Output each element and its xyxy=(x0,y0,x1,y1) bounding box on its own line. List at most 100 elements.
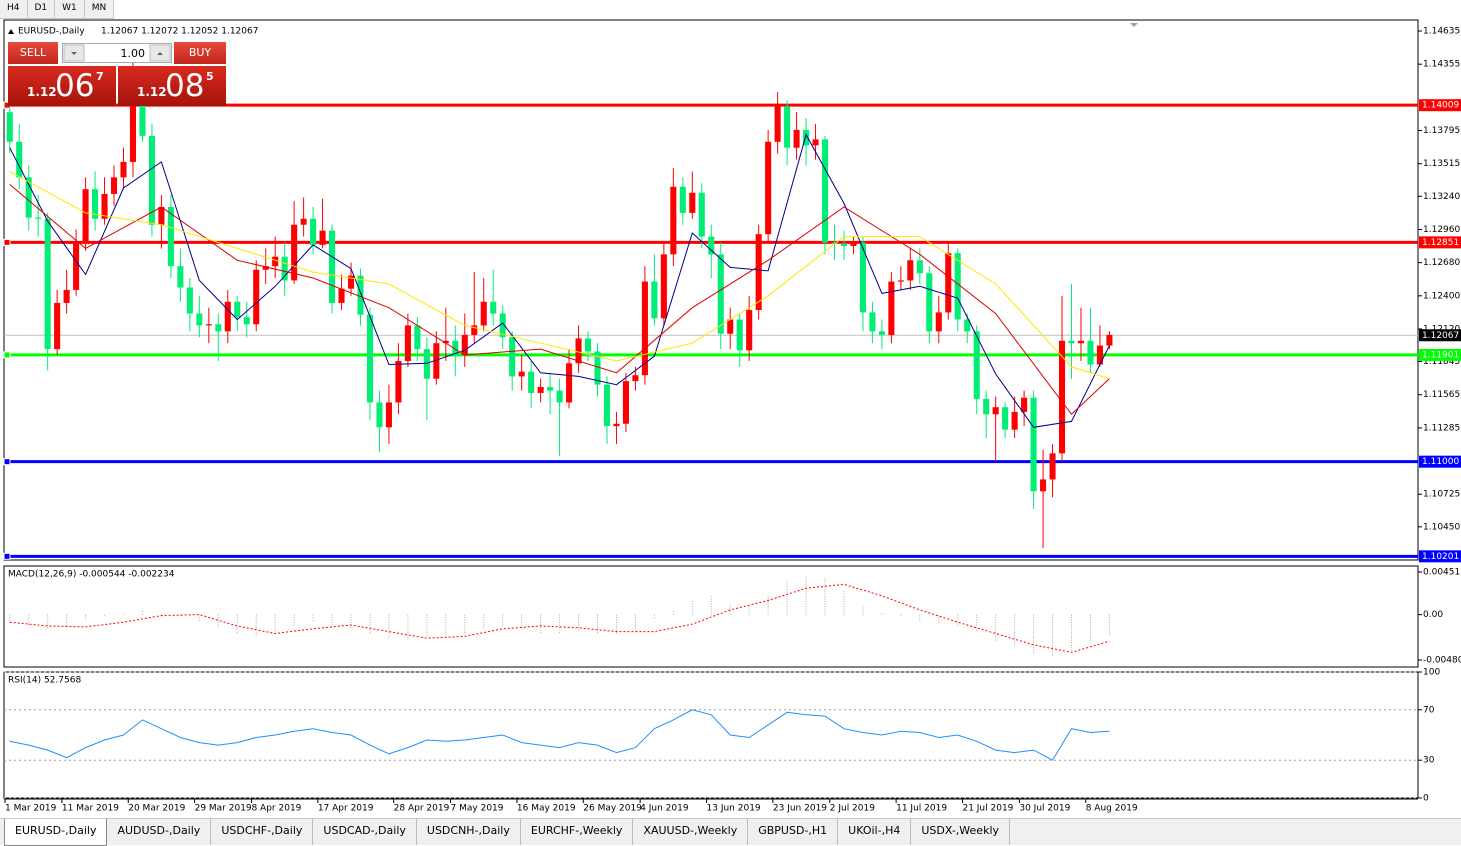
candle-body xyxy=(186,287,193,314)
candle-body xyxy=(528,371,535,393)
candle-body xyxy=(234,301,241,318)
candle-body xyxy=(727,319,734,334)
candle-body xyxy=(821,139,829,243)
candle-body xyxy=(992,407,999,415)
candle-body xyxy=(746,310,753,351)
candle-body xyxy=(490,301,497,314)
panel-frame xyxy=(3,565,1419,668)
candle-body xyxy=(1068,340,1075,344)
timeframe-button[interactable]: D1 xyxy=(28,0,56,18)
candle-body xyxy=(6,112,13,142)
chart-tab[interactable]: AUDUSD-,Daily xyxy=(107,819,212,845)
timeframe-button[interactable]: W1 xyxy=(55,0,85,18)
candle-body xyxy=(774,106,781,142)
candle-body xyxy=(452,340,459,356)
candle-body xyxy=(92,189,99,219)
candle-body xyxy=(357,275,364,315)
chart-tab[interactable]: USDCHF-,Daily xyxy=(211,819,314,845)
timeframe-button[interactable]: MN xyxy=(85,0,115,18)
level-label-box xyxy=(1419,236,1461,249)
candle-body xyxy=(556,390,563,403)
candle-body xyxy=(632,375,639,382)
chart-tab[interactable]: USDX-,Weekly xyxy=(911,819,1011,845)
y-tick-label: 1.11285 xyxy=(1423,423,1460,433)
y-tick-label: 1.13515 xyxy=(1423,159,1460,169)
candle-body xyxy=(547,387,554,391)
bid-price[interactable]: 1.12 06 7 xyxy=(8,66,116,106)
candle-body xyxy=(300,218,307,225)
candle-body xyxy=(1058,340,1066,454)
candle-body xyxy=(622,381,629,424)
candle-body xyxy=(651,281,658,319)
candle-body xyxy=(158,206,165,225)
y-tick-label: 0.004517 xyxy=(1423,568,1461,578)
level-handle xyxy=(3,552,11,560)
y-tick-label: 0.00 xyxy=(1423,610,1443,620)
candle-body xyxy=(224,301,231,332)
current-price-label: 1.12067 xyxy=(1422,331,1459,341)
shift-marker xyxy=(1130,23,1138,27)
candle-body xyxy=(414,325,421,350)
candle-body xyxy=(935,312,942,332)
x-tick-label: 17 Apr 2019 xyxy=(318,804,374,814)
candle-body xyxy=(603,384,611,427)
candle-body xyxy=(613,423,620,427)
chart-tab[interactable]: EURCHF-,Weekly xyxy=(521,819,634,845)
level-label: 1.12851 xyxy=(1422,238,1459,248)
candle-body xyxy=(471,325,478,335)
sell-button[interactable]: SELL xyxy=(8,42,58,64)
timeframe-button[interactable]: H4 xyxy=(0,0,28,18)
chart-tab[interactable]: EURUSD-,Daily xyxy=(4,819,108,846)
chart-tab[interactable]: USDCNH-,Daily xyxy=(417,819,521,845)
candle-body xyxy=(433,343,440,379)
y-tick-label: 70 xyxy=(1423,705,1435,715)
candle-body xyxy=(499,313,506,338)
candle-body xyxy=(926,273,933,332)
buy-button[interactable]: BUY xyxy=(174,42,226,64)
candle-body xyxy=(509,337,516,377)
level-label: 1.11901 xyxy=(1422,350,1459,360)
x-tick-label: 30 Jul 2019 xyxy=(1019,804,1070,814)
candle-body xyxy=(196,313,203,326)
volume-value: 1.00 xyxy=(120,47,146,60)
candle-body xyxy=(1030,397,1037,492)
x-tick-label: 8 Aug 2019 xyxy=(1086,804,1138,814)
price-big-figure: 1.12 xyxy=(27,85,57,99)
chart-ohlc: 1.12067 1.12072 1.12052 1.12067 xyxy=(101,27,258,37)
y-tick-label: 1.12400 xyxy=(1423,291,1460,301)
candle-body xyxy=(907,260,914,281)
candle-body xyxy=(641,281,648,376)
candle-body xyxy=(442,340,449,344)
candle-body xyxy=(73,242,80,290)
y-tick-label: 0 xyxy=(1423,794,1429,804)
candle-body xyxy=(945,253,952,313)
x-tick-label: 21 Jul 2019 xyxy=(962,804,1013,814)
candle-body xyxy=(755,234,762,311)
chart-tab[interactable]: XAUUSD-,Weekly xyxy=(633,819,749,845)
y-tick-label: 1.14635 xyxy=(1423,27,1460,37)
x-tick-label: 11 Jul 2019 xyxy=(896,804,947,814)
candle-body xyxy=(329,230,336,303)
candle-body xyxy=(736,319,743,351)
chart-tab[interactable]: USDCAD-,Daily xyxy=(313,819,417,845)
x-tick-label: 2 Jul 2019 xyxy=(830,804,875,814)
ask-price[interactable]: 1.12 08 5 xyxy=(118,66,226,106)
candle-body xyxy=(812,139,819,146)
candle-body xyxy=(575,338,582,364)
x-tick-label: 26 May 2019 xyxy=(583,804,642,814)
moving-average xyxy=(9,184,1110,416)
volume-input[interactable]: 1.00 xyxy=(62,43,172,63)
x-tick-label: 11 Mar 2019 xyxy=(62,804,119,814)
x-tick-label: 13 Jun 2019 xyxy=(707,804,761,814)
candle-body xyxy=(376,402,383,428)
chart-tab[interactable]: UKOil-,H4 xyxy=(838,819,912,845)
candle-body xyxy=(765,141,772,235)
candle-body xyxy=(897,280,904,282)
candle-body xyxy=(338,288,345,303)
x-tick-label: 1 Mar 2019 xyxy=(5,804,57,814)
chart-tab[interactable]: GBPUSD-,H1 xyxy=(748,819,839,845)
candle-body xyxy=(385,402,392,428)
price-pips: 08 xyxy=(165,68,205,104)
panel-frame xyxy=(3,19,1419,561)
price-point: 5 xyxy=(206,70,214,83)
